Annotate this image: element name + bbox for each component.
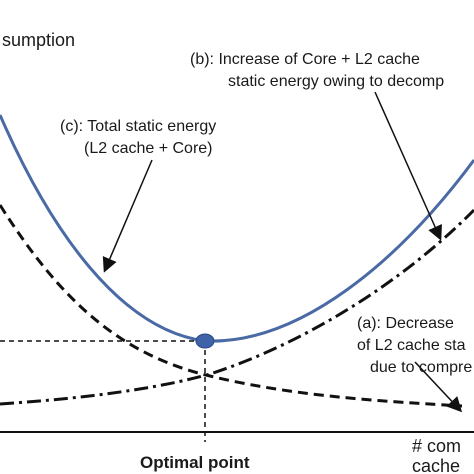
total-static-energy-curve	[0, 114, 474, 343]
annotation-a-line1: (a): Decrease	[357, 315, 454, 332]
arrow-b-to-increase-curve	[374, 91, 442, 241]
arrow-a-to-decrease-curve	[414, 361, 463, 413]
arrow-c-to-total-curve	[102, 159, 153, 273]
annotation-a-line3: due to compre	[370, 359, 472, 376]
optimal-point-marker	[195, 333, 215, 349]
annotation-c-line1: (c): Total static energy	[60, 118, 216, 135]
annotation-b-line1: (b): Increase of Core + L2 cache	[190, 51, 420, 68]
annotation-a-line2: of L2 cache sta	[357, 337, 466, 354]
core-decomp-static-curve	[0, 208, 474, 406]
y-axis-label: sumption	[2, 30, 75, 50]
l2-cache-static-curve	[0, 204, 463, 408]
x-axis-note-line2: cache	[412, 456, 460, 474]
annotation-b-line2: static energy owing to decomp	[228, 73, 444, 90]
x-axis-label-optimal-point: Optimal point	[140, 453, 250, 472]
x-axis-note-line1: # com	[412, 436, 461, 456]
annotation-c-line2: (L2 cache + Core)	[84, 140, 213, 157]
